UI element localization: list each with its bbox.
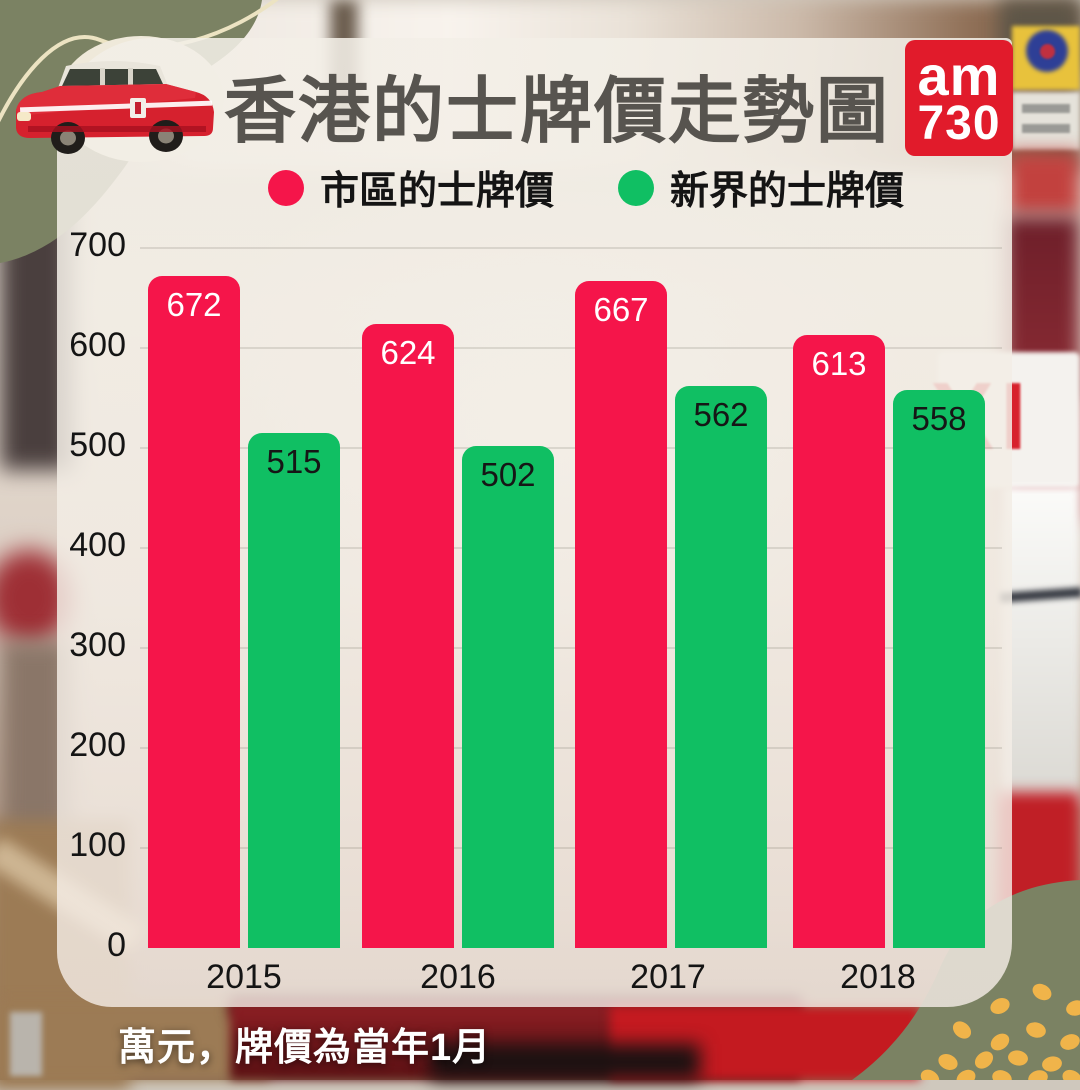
y-tick-label: 500 bbox=[69, 426, 126, 464]
y-tick-label: 100 bbox=[69, 826, 126, 864]
x-axis-label-2018: 2018 bbox=[840, 958, 916, 996]
legend-item-urban: 市區的士牌價 bbox=[268, 160, 554, 216]
x-axis-label-2015: 2015 bbox=[206, 958, 282, 996]
photo-sign-text-line bbox=[1022, 124, 1070, 133]
bar-value-label: 502 bbox=[480, 456, 536, 493]
am730-logo-730: 730 bbox=[917, 96, 1001, 150]
photo-white-van bbox=[1002, 486, 1080, 806]
bar-2018-nt bbox=[893, 390, 985, 948]
bar-2015-urban bbox=[148, 276, 240, 948]
sign-red-dot-icon bbox=[1040, 44, 1055, 59]
gridline-400 bbox=[140, 547, 1002, 549]
legend-label-nt: 新界的士牌價 bbox=[670, 170, 905, 213]
y-tick-label: 0 bbox=[107, 926, 126, 964]
x-axis-label-2017: 2017 bbox=[630, 958, 706, 996]
y-tick-label: 300 bbox=[69, 626, 126, 664]
gridline-600 bbox=[140, 347, 1002, 349]
photo-wheel-shadow bbox=[430, 1044, 700, 1080]
legend-dot-green-icon bbox=[618, 170, 655, 206]
bar-2016-nt bbox=[462, 446, 554, 948]
bar-2017-nt bbox=[675, 386, 767, 948]
bar-2015-nt bbox=[248, 433, 340, 948]
footer-unit-note: 萬元，牌價為當年1月 bbox=[118, 1027, 492, 1069]
photo-metal-post bbox=[10, 1012, 42, 1076]
page-title: 香港的士牌價走勢圖 bbox=[224, 72, 891, 152]
gridline-200 bbox=[140, 747, 1002, 749]
bar-2016-urban bbox=[362, 324, 454, 948]
bar-value-label: 667 bbox=[593, 291, 649, 328]
gridline-300 bbox=[140, 647, 1002, 649]
y-tick-label: 600 bbox=[69, 326, 126, 364]
legend-item-nt: 新界的士牌價 bbox=[618, 160, 904, 216]
gridline-100 bbox=[140, 847, 1002, 849]
chart-legend: 市區的士牌價 新界的士牌價 bbox=[268, 160, 904, 216]
bar-value-label: 672 bbox=[166, 286, 222, 323]
red-taxi-image bbox=[16, 61, 214, 154]
y-tick-label: 700 bbox=[69, 226, 126, 264]
legend-dot-red-icon bbox=[268, 170, 304, 206]
bar-value-label: 558 bbox=[911, 400, 967, 437]
y-tick-label: 200 bbox=[69, 726, 126, 764]
photo-bottom-road bbox=[0, 1000, 270, 1080]
bar-value-label: 515 bbox=[266, 443, 322, 480]
bar-value-label: 624 bbox=[380, 334, 436, 371]
x-axis-label-2016: 2016 bbox=[420, 958, 496, 996]
bar-2018-urban bbox=[793, 335, 885, 948]
bar-2017-urban bbox=[575, 281, 667, 948]
photo-white-sign bbox=[1012, 92, 1080, 150]
legend-label-urban: 市區的士牌價 bbox=[320, 170, 555, 213]
am730-logo: am 730 bbox=[905, 40, 1013, 156]
bar-value-label: 613 bbox=[811, 345, 867, 382]
y-tick-label: 400 bbox=[69, 526, 126, 564]
am730-logo-am: am bbox=[917, 44, 1001, 108]
photo-sign-text-line bbox=[1022, 104, 1070, 113]
bar-value-label: 562 bbox=[693, 396, 749, 433]
photo-red-shopfront bbox=[1008, 152, 1080, 214]
gridline-500 bbox=[140, 447, 1002, 449]
gridline-700 bbox=[140, 247, 1002, 249]
